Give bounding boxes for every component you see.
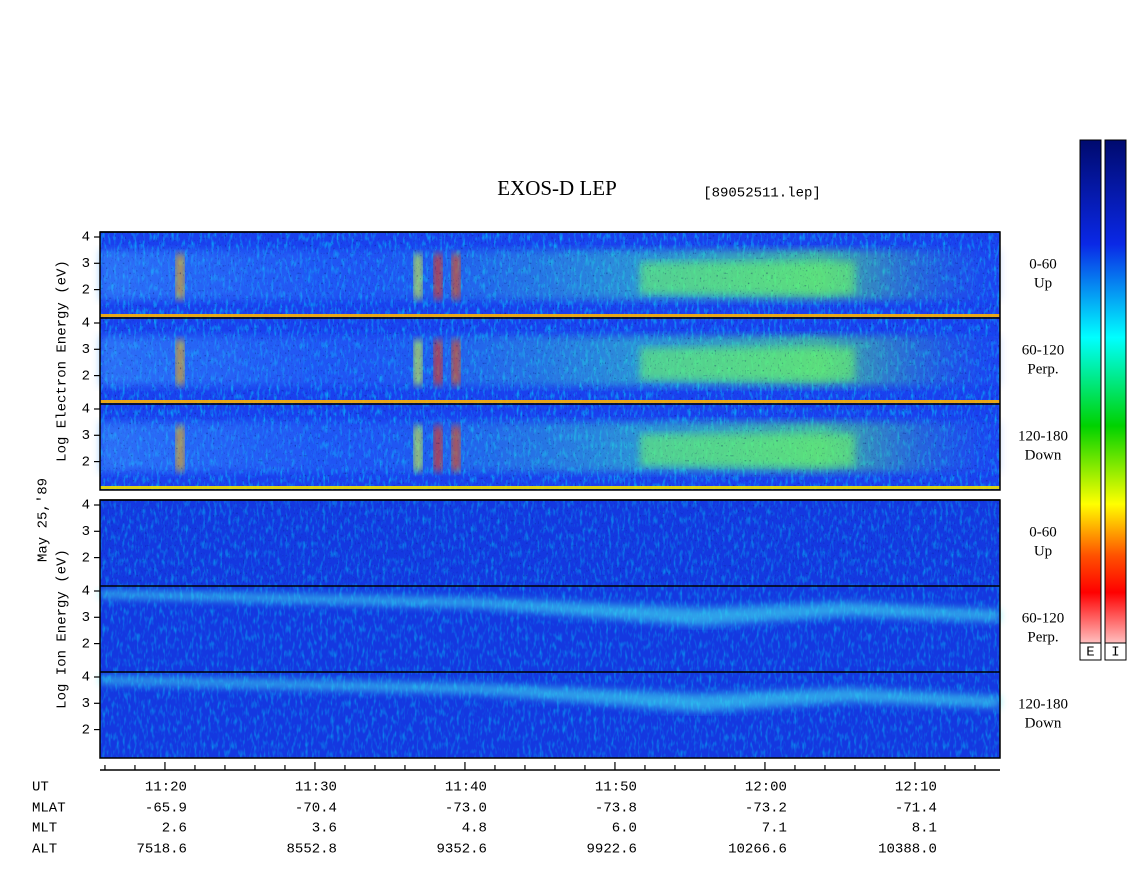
y-tick-label: 4 — [82, 670, 90, 686]
ephemeris-value: -71.4 — [895, 801, 937, 817]
x-tick-label: 12:10 — [895, 780, 937, 796]
colorbar-label-box — [1079, 642, 1102, 661]
spectrogram-dark — [100, 500, 1000, 586]
colorbar-label-box — [1104, 642, 1127, 661]
row-label: 120-180 — [1018, 696, 1068, 712]
spectrogram-dark — [100, 404, 1000, 490]
row-sublabel: Perp. — [1027, 629, 1058, 645]
panel-frame — [99, 499, 1001, 759]
row-label: 60-120 — [1022, 342, 1065, 358]
x-tick-label: 12:00 — [745, 780, 787, 796]
y-tick-label: 3 — [82, 256, 90, 272]
y-tick-label: 2 — [82, 454, 90, 470]
y-tick-label: 3 — [82, 428, 90, 444]
y-tick-label: 2 — [82, 550, 90, 566]
ephemeris-value: 2.6 — [162, 821, 187, 837]
row-label: 0-60 — [1029, 524, 1057, 540]
colorbar-label: I — [1111, 645, 1119, 661]
colorbar — [1079, 139, 1102, 661]
ephemeris-value: -73.0 — [445, 801, 487, 817]
y-tick-label: 4 — [82, 498, 90, 514]
row-sublabel: Up — [1034, 543, 1052, 559]
file-name: [89052511.lep] — [703, 186, 821, 202]
ephemeris-value: 4.8 — [462, 821, 487, 837]
row-sublabel: Down — [1025, 447, 1062, 463]
ephemeris-value: 9922.6 — [587, 842, 637, 858]
spectrogram-dark — [100, 318, 1000, 404]
ephemeris-value: 6.0 — [612, 821, 637, 837]
ephemeris-value: 10388.0 — [878, 842, 937, 858]
ephemeris-label: MLT — [32, 821, 57, 837]
x-tick-label: 11:50 — [595, 780, 637, 796]
ephemeris-value: 7518.6 — [137, 842, 187, 858]
y-tick-label: 3 — [82, 524, 90, 540]
ephemeris-value: -70.4 — [295, 801, 337, 817]
y-axis-label: Log Ion Energy (eV) — [55, 549, 71, 709]
x-tick-label: 11:30 — [295, 780, 337, 796]
ephemeris-value: 9352.6 — [437, 842, 487, 858]
y-tick-label: 2 — [82, 282, 90, 298]
colorbar-label: E — [1086, 645, 1094, 661]
row-sublabel: Down — [1025, 715, 1062, 731]
spectrogram — [100, 231, 1000, 758]
ephemeris-label: MLAT — [32, 801, 66, 817]
ephemeris-value: -73.2 — [745, 801, 787, 817]
ephemeris-value: 7.1 — [762, 821, 787, 837]
colorbar — [1104, 139, 1127, 661]
spectrogram-band — [100, 590, 1000, 626]
row-sublabel: Up — [1034, 275, 1052, 291]
y-tick-label: 4 — [82, 402, 90, 418]
spectrogram-edge — [100, 314, 1000, 317]
ephemeris-value: -73.8 — [595, 801, 637, 817]
ephemeris-value: 8.1 — [912, 821, 937, 837]
row-sublabel: Perp. — [1027, 361, 1058, 377]
y-tick-label: 3 — [82, 696, 90, 712]
y-axis-label: Log Electron Energy (eV) — [55, 260, 71, 462]
spectrogram-edge — [100, 486, 1000, 489]
ephemeris-value: 10266.6 — [728, 842, 787, 858]
y-tick-label: 3 — [82, 610, 90, 626]
y-tick-label: 2 — [82, 636, 90, 652]
y-tick-label: 4 — [82, 584, 90, 600]
chart-title: EXOS-D LEP — [497, 176, 617, 200]
date-label: May 25,'89 — [36, 478, 52, 562]
x-tick-label: 11:20 — [145, 780, 187, 796]
y-tick-label: 4 — [82, 316, 90, 332]
spectrogram-band — [100, 676, 1000, 712]
spectrogram-edge — [100, 400, 1000, 403]
panel-frame — [99, 231, 1001, 491]
ephemeris-value: 3.6 — [312, 821, 337, 837]
ephemeris-label: UT — [32, 780, 49, 796]
ephemeris-label: ALT — [32, 842, 57, 858]
y-tick-label: 3 — [82, 342, 90, 358]
row-label: 60-120 — [1022, 610, 1065, 626]
y-tick-label: 2 — [82, 722, 90, 738]
y-tick-label: 4 — [82, 230, 90, 246]
row-label: 120-180 — [1018, 428, 1068, 444]
y-tick-label: 2 — [82, 368, 90, 384]
x-tick-label: 11:40 — [445, 780, 487, 796]
spectrogram-dark — [100, 232, 1000, 318]
row-label: 0-60 — [1029, 256, 1057, 272]
ephemeris-value: -65.9 — [145, 801, 187, 817]
ephemeris-value: 8552.8 — [287, 842, 337, 858]
